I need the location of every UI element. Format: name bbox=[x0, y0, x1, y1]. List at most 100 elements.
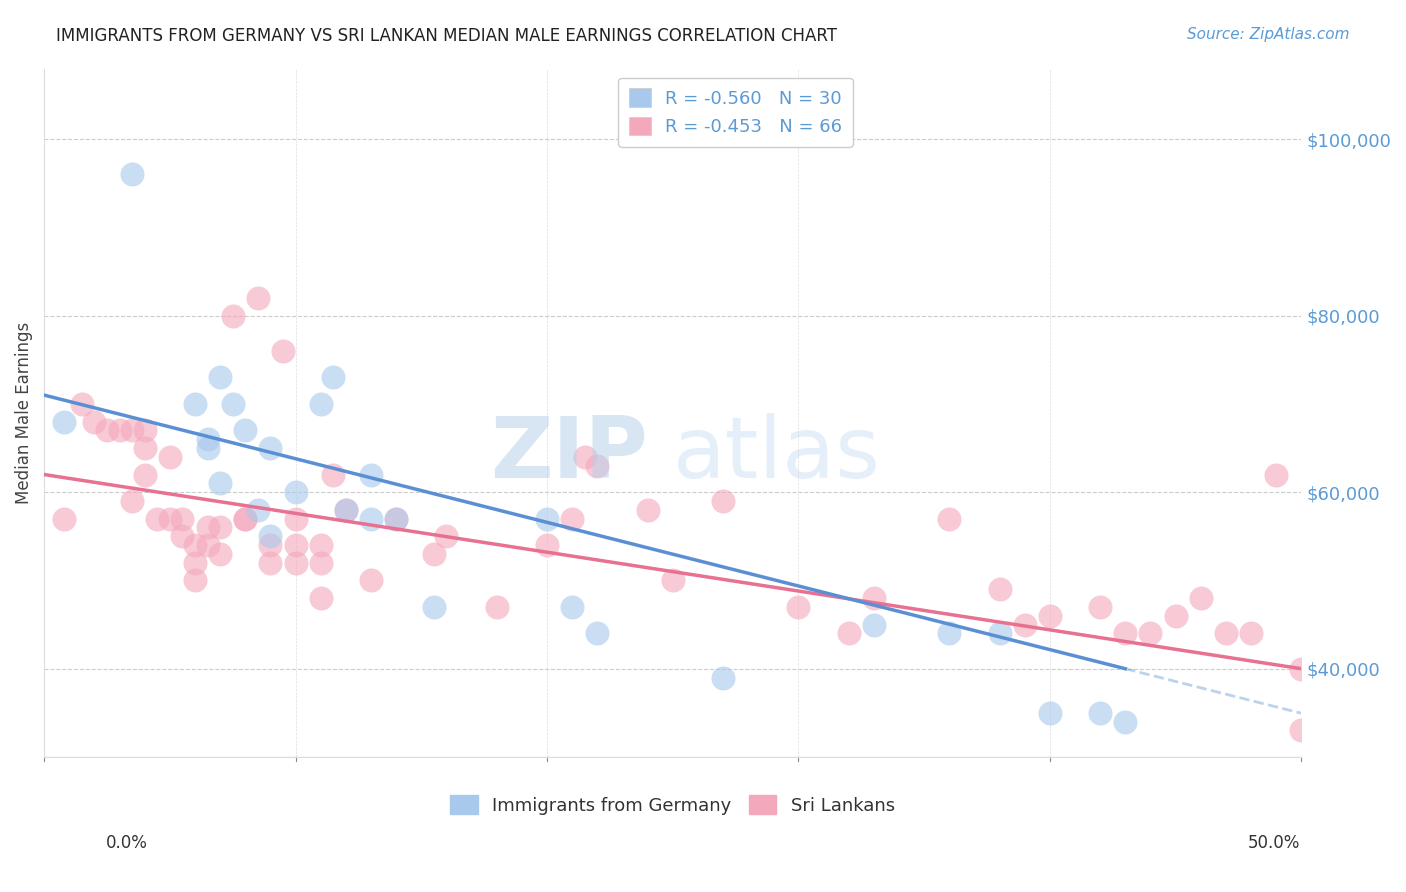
Point bbox=[637, 503, 659, 517]
Point bbox=[423, 547, 446, 561]
Point bbox=[209, 476, 232, 491]
Point bbox=[284, 538, 307, 552]
Point bbox=[385, 511, 408, 525]
Point bbox=[536, 538, 558, 552]
Point bbox=[360, 511, 382, 525]
Point bbox=[233, 511, 256, 525]
Point bbox=[661, 574, 683, 588]
Text: atlas: atlas bbox=[672, 412, 880, 496]
Point bbox=[1240, 626, 1263, 640]
Point bbox=[322, 370, 344, 384]
Text: ZIP: ZIP bbox=[489, 412, 648, 496]
Point bbox=[536, 511, 558, 525]
Point bbox=[385, 511, 408, 525]
Point bbox=[108, 423, 131, 437]
Point bbox=[121, 168, 143, 182]
Point bbox=[284, 556, 307, 570]
Point bbox=[335, 503, 357, 517]
Point bbox=[1114, 626, 1136, 640]
Point bbox=[284, 511, 307, 525]
Text: IMMIGRANTS FROM GERMANY VS SRI LANKAN MEDIAN MALE EARNINGS CORRELATION CHART: IMMIGRANTS FROM GERMANY VS SRI LANKAN ME… bbox=[56, 27, 837, 45]
Point bbox=[121, 494, 143, 508]
Point bbox=[360, 467, 382, 482]
Text: 0.0%: 0.0% bbox=[105, 834, 148, 852]
Point bbox=[1088, 706, 1111, 720]
Point bbox=[1189, 591, 1212, 605]
Point bbox=[259, 556, 281, 570]
Point bbox=[53, 415, 76, 429]
Point bbox=[259, 441, 281, 455]
Point bbox=[221, 397, 243, 411]
Point bbox=[561, 511, 583, 525]
Point bbox=[1114, 714, 1136, 729]
Point bbox=[360, 574, 382, 588]
Point bbox=[1039, 608, 1062, 623]
Point bbox=[172, 511, 194, 525]
Point bbox=[83, 415, 105, 429]
Point bbox=[159, 511, 181, 525]
Point bbox=[259, 529, 281, 543]
Point bbox=[787, 599, 810, 614]
Point bbox=[172, 529, 194, 543]
Point bbox=[53, 511, 76, 525]
Point bbox=[134, 423, 156, 437]
Point bbox=[335, 503, 357, 517]
Point bbox=[863, 617, 886, 632]
Point bbox=[284, 485, 307, 500]
Point bbox=[574, 450, 596, 464]
Point bbox=[838, 626, 860, 640]
Point bbox=[1265, 467, 1288, 482]
Point bbox=[197, 432, 219, 446]
Point bbox=[1291, 723, 1313, 738]
Point bbox=[711, 494, 734, 508]
Point bbox=[586, 458, 609, 473]
Point bbox=[1164, 608, 1187, 623]
Point bbox=[1139, 626, 1161, 640]
Point bbox=[322, 467, 344, 482]
Point bbox=[184, 574, 207, 588]
Point bbox=[988, 626, 1011, 640]
Point bbox=[197, 538, 219, 552]
Point bbox=[184, 556, 207, 570]
Point bbox=[134, 467, 156, 482]
Point bbox=[96, 423, 118, 437]
Text: 50.0%: 50.0% bbox=[1249, 834, 1301, 852]
Point bbox=[434, 529, 457, 543]
Point bbox=[121, 423, 143, 437]
Point bbox=[159, 450, 181, 464]
Point bbox=[1291, 662, 1313, 676]
Y-axis label: Median Male Earnings: Median Male Earnings bbox=[15, 322, 32, 504]
Point bbox=[209, 520, 232, 534]
Point bbox=[938, 511, 960, 525]
Point bbox=[70, 397, 93, 411]
Point bbox=[586, 626, 609, 640]
Point bbox=[271, 343, 294, 358]
Point bbox=[209, 547, 232, 561]
Point bbox=[146, 511, 169, 525]
Point bbox=[1014, 617, 1036, 632]
Point bbox=[233, 423, 256, 437]
Point bbox=[246, 503, 269, 517]
Point bbox=[184, 397, 207, 411]
Point bbox=[309, 397, 332, 411]
Point bbox=[711, 671, 734, 685]
Point bbox=[988, 582, 1011, 597]
Point bbox=[309, 538, 332, 552]
Point bbox=[233, 511, 256, 525]
Point bbox=[863, 591, 886, 605]
Point bbox=[246, 291, 269, 305]
Point bbox=[309, 556, 332, 570]
Point bbox=[1215, 626, 1237, 640]
Point bbox=[485, 599, 508, 614]
Point bbox=[309, 591, 332, 605]
Point bbox=[184, 538, 207, 552]
Legend: Immigrants from Germany, Sri Lankans: Immigrants from Germany, Sri Lankans bbox=[441, 786, 904, 823]
Point bbox=[134, 441, 156, 455]
Point bbox=[221, 309, 243, 323]
Point bbox=[938, 626, 960, 640]
Text: Source: ZipAtlas.com: Source: ZipAtlas.com bbox=[1187, 27, 1350, 42]
Point bbox=[197, 441, 219, 455]
Point bbox=[197, 520, 219, 534]
Point bbox=[259, 538, 281, 552]
Point bbox=[423, 599, 446, 614]
